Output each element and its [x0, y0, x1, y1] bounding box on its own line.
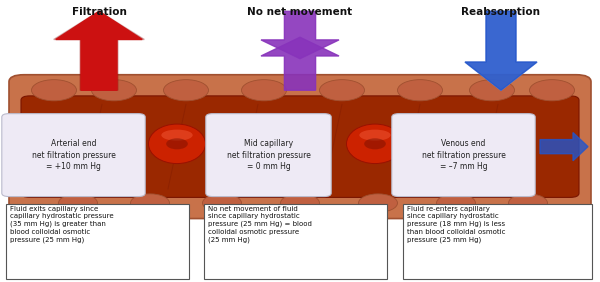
Ellipse shape: [251, 130, 283, 141]
Ellipse shape: [442, 138, 464, 149]
Polygon shape: [261, 37, 339, 90]
Ellipse shape: [469, 80, 515, 101]
FancyBboxPatch shape: [2, 114, 145, 197]
Text: No net movement of fluid
since capillary hydrostatic
pressure (25 mm Hg) = blood: No net movement of fluid since capillary…: [208, 206, 312, 243]
FancyBboxPatch shape: [204, 204, 387, 279]
Ellipse shape: [347, 124, 404, 164]
Ellipse shape: [203, 194, 241, 212]
Polygon shape: [465, 11, 537, 90]
FancyBboxPatch shape: [206, 114, 331, 197]
Ellipse shape: [131, 194, 170, 212]
Ellipse shape: [425, 124, 482, 164]
Ellipse shape: [437, 194, 476, 212]
Ellipse shape: [239, 124, 296, 164]
Ellipse shape: [166, 138, 188, 149]
Ellipse shape: [359, 130, 391, 141]
FancyBboxPatch shape: [6, 204, 189, 279]
Polygon shape: [53, 11, 145, 90]
Ellipse shape: [161, 130, 193, 141]
Ellipse shape: [163, 80, 209, 101]
Text: Venous end
net filtration pressure
= –7 mm Hg: Venous end net filtration pressure = –7 …: [422, 139, 505, 171]
Polygon shape: [465, 11, 537, 90]
FancyBboxPatch shape: [392, 114, 535, 197]
Text: Arterial end
net filtration pressure
= +10 mm Hg: Arterial end net filtration pressure = +…: [32, 139, 115, 171]
Ellipse shape: [530, 80, 575, 101]
Text: No net movement: No net movement: [247, 7, 353, 17]
Ellipse shape: [149, 124, 205, 164]
Ellipse shape: [437, 130, 469, 141]
Ellipse shape: [59, 194, 97, 212]
FancyBboxPatch shape: [21, 96, 579, 197]
Polygon shape: [261, 11, 339, 59]
Ellipse shape: [398, 80, 443, 101]
Polygon shape: [540, 133, 588, 161]
Ellipse shape: [281, 194, 320, 212]
FancyBboxPatch shape: [9, 75, 591, 219]
Ellipse shape: [319, 80, 364, 101]
Text: Fluid re-enters capillary
since capillary hydrostatic
pressure (18 mm Hg) is les: Fluid re-enters capillary since capillar…: [407, 206, 506, 243]
Ellipse shape: [364, 138, 386, 149]
Polygon shape: [56, 11, 142, 90]
Ellipse shape: [256, 138, 278, 149]
Ellipse shape: [359, 194, 398, 212]
Text: Fluid exits capillary since
capillary hydrostatic pressure
(35 mm Hg) is greater: Fluid exits capillary since capillary hy…: [10, 206, 114, 243]
Text: Reabsorption: Reabsorption: [461, 7, 541, 17]
Ellipse shape: [32, 80, 77, 101]
FancyBboxPatch shape: [403, 204, 592, 279]
Ellipse shape: [509, 194, 548, 212]
Ellipse shape: [91, 80, 137, 101]
Text: Filtration: Filtration: [71, 7, 127, 17]
Text: Mid capillary
net filtration pressure
= 0 mm Hg: Mid capillary net filtration pressure = …: [227, 139, 310, 171]
Ellipse shape: [241, 80, 287, 101]
